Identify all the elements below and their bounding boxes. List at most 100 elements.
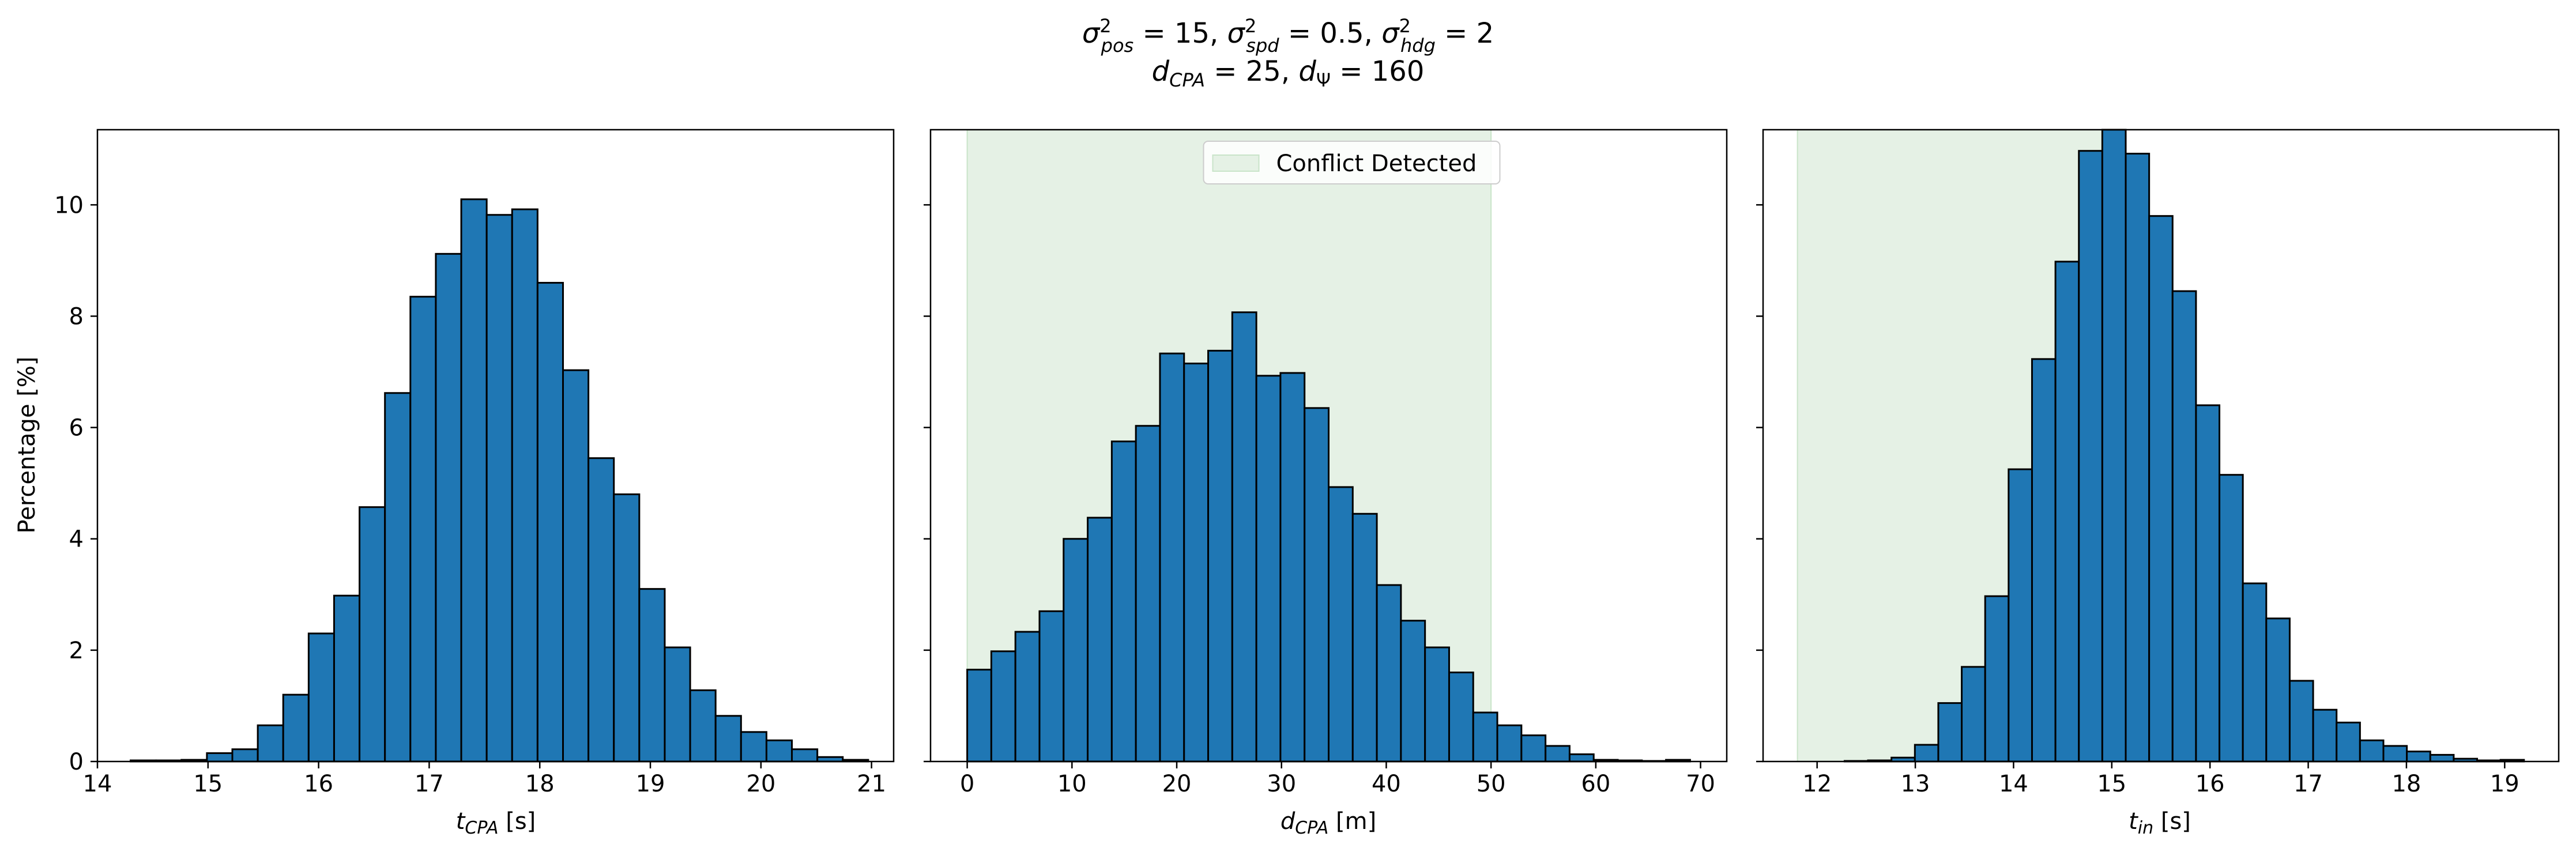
histogram-bar bbox=[359, 506, 386, 763]
histogram-bar bbox=[587, 457, 615, 763]
x-tick-label: 16 bbox=[2195, 771, 2225, 797]
histogram-bar bbox=[1207, 349, 1233, 763]
histogram-bar bbox=[689, 689, 717, 763]
plot-frame-tin bbox=[1762, 129, 2560, 763]
x-tick-label: 60 bbox=[1581, 771, 1610, 797]
histogram-bar bbox=[2031, 358, 2057, 763]
histogram-bar bbox=[1376, 584, 1402, 763]
histogram-bar bbox=[2195, 404, 2221, 763]
legend: Conflict Detected bbox=[1203, 141, 1501, 184]
histogram-bar bbox=[1984, 595, 2010, 763]
histogram-bar bbox=[2429, 753, 2455, 763]
plot-frame-dcpa bbox=[929, 129, 1728, 763]
histogram-bar bbox=[1448, 671, 1474, 763]
histogram-bar bbox=[333, 594, 361, 763]
y-tick-label: 8 bbox=[69, 303, 84, 330]
histogram-bar bbox=[1063, 538, 1089, 763]
histogram-bar bbox=[1496, 724, 1523, 763]
x-tick-label: 40 bbox=[1372, 771, 1401, 797]
histogram-bar bbox=[2336, 721, 2361, 763]
histogram-bar bbox=[638, 588, 666, 763]
x-tick-label: 13 bbox=[1901, 771, 1930, 797]
x-tick-label: 20 bbox=[746, 771, 775, 797]
histogram-bar bbox=[2265, 617, 2291, 763]
y-tick-label: 0 bbox=[69, 749, 84, 775]
x-tick-label: 14 bbox=[1999, 771, 2028, 797]
histogram-bar bbox=[2219, 474, 2244, 763]
histogram-bar bbox=[2312, 708, 2338, 763]
histogram-bar bbox=[1014, 631, 1041, 763]
x-tick-label: 21 bbox=[857, 771, 886, 797]
histogram-bar bbox=[2242, 582, 2268, 763]
figure-title-line2: dCPA = 25, dΨ = 160 bbox=[1152, 55, 1425, 91]
x-tick-label: 16 bbox=[304, 771, 333, 797]
histogram-bar bbox=[664, 646, 691, 763]
histogram-bar bbox=[1135, 425, 1161, 763]
histogram-bar bbox=[714, 715, 742, 763]
histogram-bar bbox=[1110, 440, 1137, 763]
histogram-bar bbox=[1231, 311, 1257, 763]
histogram-bar bbox=[1328, 486, 1354, 763]
histogram-bar bbox=[2054, 261, 2080, 763]
x-tick-label: 17 bbox=[415, 771, 444, 797]
histogram-bar bbox=[435, 252, 462, 763]
x-tick-label: 15 bbox=[2097, 771, 2126, 797]
x-tick-label: 19 bbox=[2490, 771, 2519, 797]
histogram-bar bbox=[2125, 153, 2151, 763]
histogram-bar bbox=[1520, 734, 1547, 763]
histogram-bar bbox=[1400, 620, 1426, 763]
histogram-bar bbox=[2359, 739, 2385, 763]
histogram-bar bbox=[2382, 745, 2408, 763]
x-tick-label: 15 bbox=[193, 771, 223, 797]
x-tick-label: 18 bbox=[525, 771, 555, 797]
figure-title-line1: σ2 pos = 15, σ2 spd = 0.5, σ2 hdg = 2 bbox=[1082, 15, 1494, 56]
histogram-tcpa-panel: 14 15 16 17 18 19 20 21 0 2 4 6 8 10 bbox=[54, 129, 895, 797]
x-tick-label: 20 bbox=[1162, 771, 1192, 797]
histogram-bar bbox=[257, 724, 284, 763]
x-tick-label: 30 bbox=[1267, 771, 1296, 797]
histogram-bar bbox=[282, 693, 310, 763]
x-tick-label: 12 bbox=[1802, 771, 1832, 797]
histogram-bar bbox=[1937, 702, 1963, 763]
histogram-bar bbox=[409, 296, 437, 763]
x-tick-label: 17 bbox=[2293, 771, 2323, 797]
x-tick-label: 50 bbox=[1477, 771, 1506, 797]
histogram-bar bbox=[1914, 744, 1939, 763]
histogram-bar bbox=[2101, 129, 2127, 763]
histogram-bar bbox=[1038, 610, 1065, 763]
histogram-bar bbox=[1087, 517, 1113, 763]
x-axis-label-tcpa: tCPA [s] bbox=[456, 808, 536, 838]
histogram-bar bbox=[562, 369, 590, 763]
histogram-bar bbox=[485, 214, 513, 763]
histogram-bar bbox=[511, 208, 538, 763]
histogram-bar bbox=[1472, 711, 1498, 763]
histogram-bar bbox=[231, 748, 259, 763]
histogram-bar bbox=[460, 198, 488, 763]
histogram-bar bbox=[2078, 150, 2103, 763]
x-tick-label: 19 bbox=[636, 771, 665, 797]
histogram-bar bbox=[1351, 512, 1378, 763]
histogram-bar bbox=[2148, 215, 2174, 763]
histogram-bar bbox=[740, 731, 767, 763]
histogram-bar bbox=[2406, 751, 2431, 763]
histogram-bar bbox=[1159, 352, 1185, 763]
histogram-bar bbox=[536, 282, 564, 763]
y-tick-label: 2 bbox=[69, 638, 84, 664]
legend-label: Conflict Detected bbox=[1276, 150, 1477, 177]
histogram-bar bbox=[1545, 745, 1571, 763]
plot-frame-tcpa bbox=[96, 129, 895, 763]
histogram-bar bbox=[613, 493, 641, 763]
x-tick-label: 0 bbox=[960, 771, 974, 797]
histogram-bar bbox=[990, 650, 1016, 763]
histogram-bar bbox=[765, 739, 793, 763]
histogram-bar bbox=[2288, 680, 2314, 763]
histogram-bar bbox=[2171, 290, 2197, 763]
x-axis-label-dcpa: dCPA [m] bbox=[1281, 808, 1376, 838]
histogram-bar bbox=[1304, 407, 1330, 763]
x-tick-label: 10 bbox=[1057, 771, 1087, 797]
y-axis-label: Percentage [%] bbox=[14, 357, 40, 534]
histogram-bar bbox=[206, 752, 234, 763]
x-tick-label: 14 bbox=[83, 771, 112, 797]
y-tick-label: 6 bbox=[69, 415, 84, 442]
